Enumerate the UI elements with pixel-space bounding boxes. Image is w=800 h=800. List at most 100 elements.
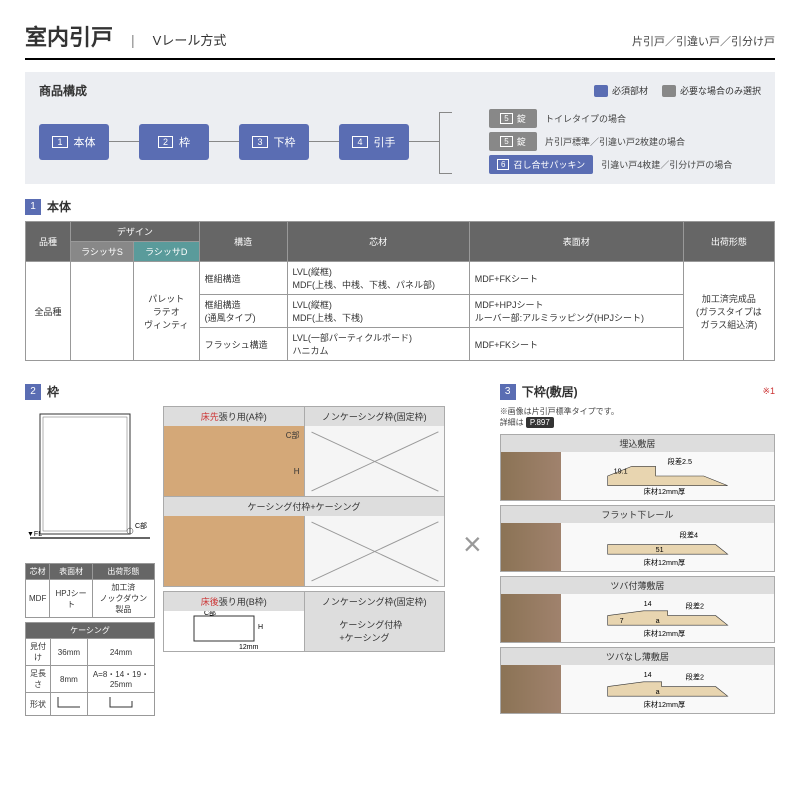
- sill-item: ツバなし薄敷居 14段差2a床材12mm厚: [500, 647, 775, 714]
- td-design-d: パレット ラテオ ヴィンティ: [133, 262, 199, 361]
- th-hyomen: 表面材: [469, 222, 683, 262]
- svg-text:▼FL: ▼FL: [27, 531, 42, 538]
- panel-a-cross: [305, 426, 445, 496]
- section-1-title: 本体: [47, 198, 71, 215]
- sill-diagram: 14 段差2 a 床材12mm厚: [561, 665, 774, 713]
- th-design: デザイン: [71, 222, 200, 242]
- td-shin: LVL(縦框) MDF(上桟、下桟): [287, 295, 469, 328]
- frame-panels: 床先張り用(A枠) ノンケーシング枠(固定枠) C部H ケーシング付枠+ケーシン…: [163, 406, 445, 716]
- frame-top-row: ▼FL C部 芯材表面材出荷形態 MDFHPJシート加工済 ノックダウン製品 ケ…: [25, 406, 445, 716]
- branch-row: 6召し合せパッキン 引違い戸4枚建／引分け戸の場合: [489, 155, 732, 174]
- td-kozo: 框組構造: [199, 262, 287, 295]
- branch-box-3: 6召し合せパッキン: [489, 155, 593, 174]
- svg-text:床材12mm厚: 床材12mm厚: [643, 487, 685, 496]
- frame-material-table: 芯材表面材出荷形態 MDFHPJシート加工済 ノックダウン製品: [25, 563, 155, 618]
- svg-text:14: 14: [643, 670, 651, 679]
- section-3-column: 3 下枠(敷居) ※1 ※画像は片引戸標準タイプです。 詳細は P.897 埋込…: [500, 373, 775, 716]
- sill-item: 埋込敷居 段差2.519.1床材12mm厚: [500, 434, 775, 501]
- svg-text:H: H: [258, 624, 263, 631]
- sill-photo: [501, 665, 561, 713]
- flow-step-1: 1本体: [39, 124, 109, 160]
- flow-step-3: 3下枠: [239, 124, 309, 160]
- two-column-layout: 2 枠 ▼FL C部 芯材表面材出荷形態 MDFHPJシート加工済 ノックダウン…: [25, 373, 775, 716]
- flow-branches: 5錠 トイレタイプの場合 5錠 片引戸標準／引違い戸2枚建の場合 6召し合せパッ…: [489, 109, 732, 174]
- td-kozo: フラッシュ構造: [199, 328, 287, 361]
- panel-a: 床先張り用(A枠) ノンケーシング枠(固定枠) C部H ケーシング付枠+ケーシン…: [163, 406, 445, 587]
- section-3-title: 下枠(敷居): [522, 383, 578, 400]
- th-lasissa-s: ラシッサS: [71, 242, 134, 262]
- casing-table: ケーシング 見付け36mm24mm 足長さ8mmA=8・14・19・25mm 形…: [25, 622, 155, 716]
- branch-row: 5錠 片引戸標準／引違い戸2枚建の場合: [489, 132, 732, 151]
- svg-text:床材12mm厚: 床材12mm厚: [643, 700, 685, 709]
- branch-box-2: 5錠: [489, 132, 537, 151]
- main-title: 室内引戸: [25, 20, 113, 52]
- section-1-num: 1: [25, 199, 41, 215]
- td-shukka: 加工済完成品 (ガラスタイプは ガラス組込済): [683, 262, 774, 361]
- td-hinshu: 全品種: [26, 262, 71, 361]
- panel-b: 床後張り用(B枠) ノンケーシング枠(固定枠) 12mmHC部 ケーシング付枠+…: [163, 591, 445, 652]
- branch-box-1: 5錠: [489, 109, 537, 128]
- title-divider: |: [131, 32, 135, 48]
- sill-photo: [501, 594, 561, 642]
- svg-text:床材12mm厚: 床材12mm厚: [643, 558, 685, 567]
- page-header: 室内引戸 | Vレール方式 片引戸／引違い戸／引分け戸: [25, 20, 775, 60]
- svg-text:14: 14: [643, 599, 651, 608]
- composition-panel: 商品構成 必須部材 必要な場合のみ選択 1本体 2枠 3下枠 4引手 5錠 トイ…: [25, 72, 775, 184]
- flow-connector: [309, 141, 339, 142]
- frame-diagram-column: ▼FL C部 芯材表面材出荷形態 MDFHPJシート加工済 ノックダウン製品 ケ…: [25, 406, 155, 716]
- sill-item: フラット下レール 段差451床材12mm厚: [500, 505, 775, 572]
- panel-a-photo: C部H: [164, 426, 305, 496]
- panel-a-header: 床先張り用(A枠): [164, 407, 305, 426]
- svg-text:7: 7: [619, 616, 623, 625]
- branch-bracket: [439, 112, 459, 172]
- composition-header: 商品構成 必須部材 必要な場合のみ選択: [39, 82, 761, 99]
- svg-text:12mm: 12mm: [239, 644, 259, 651]
- legend-optional-label: 必要な場合のみ選択: [680, 84, 761, 97]
- svg-text:51: 51: [655, 545, 663, 554]
- th-lasissa-d: ラシッサD: [133, 242, 199, 262]
- th-kozo: 構造: [199, 222, 287, 262]
- panel-a-photo2: [164, 516, 305, 586]
- svg-text:床材12mm厚: 床材12mm厚: [643, 629, 685, 638]
- composition-title: 商品構成: [39, 82, 87, 99]
- sill-grid: 埋込敷居 段差2.519.1床材12mm厚 フラット下レール 段差451床材12…: [500, 434, 775, 714]
- panel-b-sub2: ケーシング付枠+ケーシング: [305, 611, 445, 651]
- branch-note: トイレタイプの場合: [545, 112, 626, 125]
- panel-a-sub2: ケーシング付枠+ケーシング: [164, 496, 444, 516]
- section-3-num: 3: [500, 384, 516, 400]
- section-2-title: 枠: [47, 383, 59, 400]
- svg-text:a: a: [655, 616, 659, 625]
- header-right-labels: 片引戸／引違い戸／引分け戸: [632, 33, 775, 49]
- title-group: 室内引戸 | Vレール方式: [25, 20, 226, 52]
- svg-text:段差2: 段差2: [685, 672, 703, 681]
- flow-step-4: 4引手: [339, 124, 409, 160]
- section-2-column: 2 枠 ▼FL C部 芯材表面材出荷形態 MDFHPJシート加工済 ノックダウン…: [25, 373, 445, 716]
- door-elevation-svg: ▼FL C部: [25, 406, 155, 556]
- svg-text:a: a: [655, 687, 659, 696]
- swatch-gray: [662, 85, 676, 97]
- panel-b-diag: 12mmHC部: [164, 611, 305, 651]
- svg-text:C部: C部: [135, 521, 147, 530]
- section-3-header: 3 下枠(敷居) ※1: [500, 383, 775, 400]
- sub-title: Vレール方式: [153, 30, 227, 49]
- flow-step-2: 2枠: [139, 124, 209, 160]
- section-3-star: ※1: [762, 386, 775, 397]
- branch-note: 片引戸標準／引違い戸2枚建の場合: [545, 135, 685, 148]
- section-2-header: 2 枠: [25, 383, 445, 400]
- sill-item: ツバ付薄敷居 14段差27a床材12mm厚: [500, 576, 775, 643]
- legend-required: 必須部材: [594, 84, 648, 97]
- branch-row: 5錠 トイレタイプの場合: [489, 109, 732, 128]
- flow-connector: [109, 141, 139, 142]
- legend-required-label: 必須部材: [612, 84, 648, 97]
- svg-text:段差2.5: 段差2.5: [667, 457, 691, 466]
- section-1-header: 1 本体: [25, 198, 775, 215]
- th-hinshu: 品種: [26, 222, 71, 262]
- td-hyo: MDF+HPJシート ルーバー部:アルミラッピング(HPJシート): [469, 295, 683, 328]
- page-ref-tag: P.897: [526, 417, 554, 428]
- svg-text:段差4: 段差4: [679, 530, 697, 539]
- panel-b-sub1: ノンケーシング枠(固定枠): [305, 592, 445, 611]
- td-hyo: MDF+FKシート: [469, 262, 683, 295]
- panel-a-cross2: [305, 516, 445, 586]
- sill-photo: [501, 452, 561, 500]
- branch-note: 引違い戸4枚建／引分け戸の場合: [601, 158, 732, 171]
